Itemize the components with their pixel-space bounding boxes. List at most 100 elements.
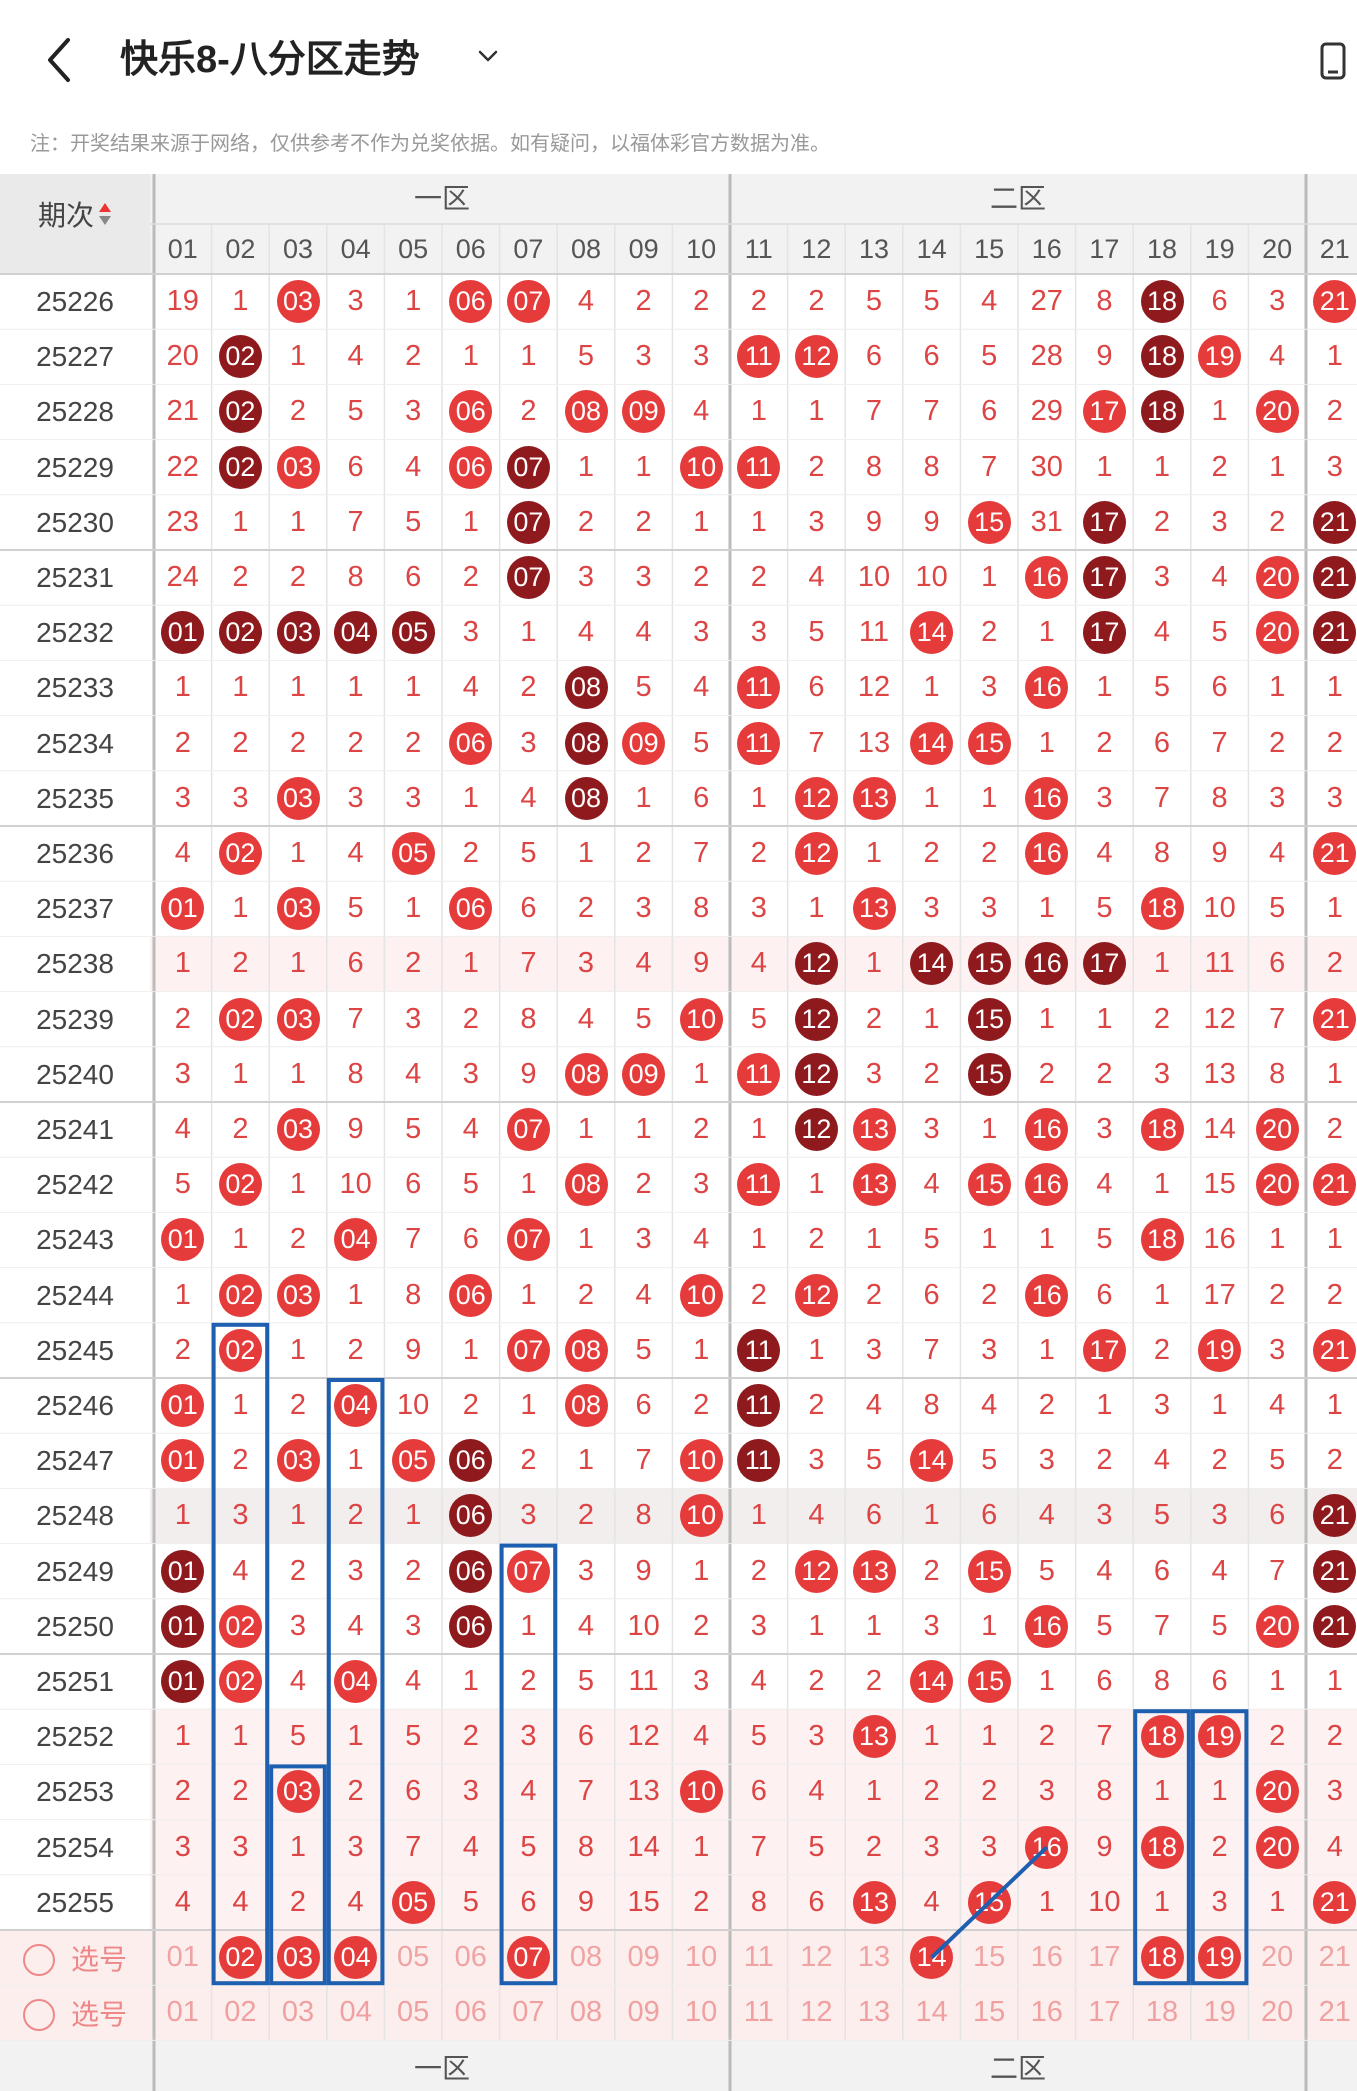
miss-count: 2 — [1038, 1389, 1055, 1421]
miss-count: 1 — [1326, 1389, 1343, 1421]
back-arrow-icon[interactable] — [40, 32, 80, 88]
miss-count: 3 — [462, 616, 479, 649]
miss-count: 4 — [693, 1720, 710, 1753]
miss-count: 12 — [627, 1720, 660, 1753]
pick-number-2[interactable]: 03 — [281, 1996, 315, 2029]
pick-number-2[interactable]: 10 — [685, 1996, 718, 2029]
pick-number-2[interactable]: 07 — [512, 1996, 545, 2029]
miss-count: 1 — [981, 781, 998, 814]
pick-number-2[interactable]: 08 — [569, 1996, 603, 2029]
miss-count: 4 — [405, 1057, 422, 1090]
miss-count: 10 — [339, 1168, 372, 1201]
sort-icon[interactable] — [98, 202, 112, 233]
miss-count: 5 — [520, 837, 537, 869]
pick-number-2[interactable]: 04 — [339, 1996, 372, 2029]
pick-number[interactable]: 15 — [973, 1941, 1006, 1973]
miss-count: 13 — [1203, 1057, 1236, 1090]
hit-ball: 01 — [161, 1604, 205, 1648]
chevron-down-icon[interactable] — [476, 44, 500, 68]
picked-ball[interactable]: 19 — [1198, 1936, 1242, 1979]
pick-number-2[interactable]: 11 — [743, 1996, 774, 2029]
miss-count: 1 — [462, 947, 479, 980]
miss-count: 3 — [808, 1444, 825, 1477]
miss-count: 6 — [405, 1168, 422, 1201]
hit-ball: 15 — [967, 1880, 1011, 1924]
miss-count: 5 — [289, 1720, 307, 1753]
hit-ball: 02 — [218, 1328, 262, 1372]
pick-number[interactable]: 08 — [569, 1941, 603, 1973]
pick-number[interactable]: 12 — [800, 1941, 833, 1973]
pick-number-2[interactable]: 09 — [627, 1996, 660, 2029]
miss-count: 7 — [923, 395, 940, 428]
picked-ball[interactable]: 07 — [506, 1936, 550, 1979]
pick-row-label[interactable]: 选号 — [0, 1930, 150, 1985]
pick-number-2[interactable]: 05 — [397, 1996, 430, 2029]
pick-number[interactable]: 09 — [627, 1941, 660, 1973]
device-icon[interactable] — [1318, 40, 1357, 84]
miss-count: 4 — [1038, 1499, 1055, 1532]
pick-number[interactable]: 10 — [685, 1941, 718, 1973]
miss-count: 2 — [635, 837, 652, 869]
hit-ball: 03 — [276, 1770, 320, 1814]
hit-ball: 03 — [276, 887, 320, 931]
pick-number-2[interactable]: 20 — [1261, 1996, 1294, 2029]
pick-number[interactable]: 20 — [1261, 1941, 1294, 1973]
miss-count: 17 — [1203, 1278, 1236, 1311]
miss-count: 2 — [981, 616, 998, 649]
pick-number-2[interactable]: 17 — [1088, 1996, 1121, 2029]
pick-number-2[interactable]: 18 — [1145, 1996, 1179, 2029]
radio-circle-icon[interactable] — [22, 1943, 55, 1976]
miss-count: 4 — [865, 1389, 883, 1421]
pick-number-2[interactable]: 15 — [973, 1996, 1006, 2029]
pick-number-2[interactable]: 02 — [224, 1996, 257, 2029]
pick-number-2[interactable]: 14 — [915, 1996, 948, 2029]
miss-count: 5 — [577, 340, 595, 373]
pick-number[interactable]: 01 — [166, 1941, 199, 1973]
period-cell: 25228 — [36, 396, 114, 428]
miss-count: 3 — [405, 781, 422, 814]
pick-number[interactable]: 06 — [454, 1941, 487, 1973]
period-header[interactable]: 期次 — [0, 174, 150, 274]
picked-ball[interactable]: 02 — [218, 1936, 262, 1979]
picked-ball[interactable]: 03 — [276, 1936, 320, 1979]
pick-row-label[interactable]: 选号 — [0, 1985, 150, 2040]
hit-ball: 03 — [276, 1108, 320, 1151]
miss-count: 5 — [923, 285, 940, 317]
hit-ball: 02 — [218, 832, 262, 875]
miss-count: 2 — [577, 892, 595, 925]
miss-count: 3 — [1326, 781, 1343, 814]
miss-count: 6 — [1269, 1499, 1286, 1532]
pick-number[interactable]: 17 — [1088, 1941, 1121, 1973]
period-cell: 25252 — [36, 1721, 114, 1753]
miss-count: 9 — [1096, 340, 1113, 373]
hit-ball: 07 — [506, 280, 550, 323]
hit-ball: 07 — [506, 556, 550, 599]
column-number: 02 — [225, 234, 256, 264]
pick-number-2[interactable]: 06 — [454, 1996, 487, 2029]
pick-number[interactable]: 11 — [743, 1941, 774, 1973]
pick-number-2[interactable]: 16 — [1030, 1996, 1063, 2029]
hit-ball: 04 — [334, 611, 378, 655]
pick-number[interactable]: 13 — [857, 1941, 891, 1973]
radio-circle-icon[interactable] — [22, 1998, 55, 2031]
hit-ball: 07 — [506, 1549, 550, 1593]
miss-count: 2 — [289, 1885, 307, 1918]
miss-count: 1 — [635, 1113, 652, 1145]
picked-ball[interactable]: 14 — [910, 1936, 954, 1979]
picked-ball[interactable]: 18 — [1140, 1936, 1184, 1979]
pick-number-2[interactable]: 12 — [800, 1996, 833, 2029]
miss-count: 12 — [857, 671, 891, 704]
picked-ball[interactable]: 04 — [334, 1936, 378, 1979]
miss-count: 8 — [635, 1499, 652, 1532]
pick-number[interactable]: 16 — [1030, 1941, 1063, 1973]
pick-number-2[interactable]: 21 — [1318, 1996, 1351, 2029]
pick-number-2[interactable]: 01 — [166, 1996, 199, 2029]
pick-number-2[interactable]: 19 — [1203, 1996, 1236, 2029]
hit-ball: 18 — [1140, 335, 1184, 379]
pick-number[interactable]: 21 — [1318, 1941, 1351, 1973]
period-cell: 25229 — [36, 451, 114, 483]
miss-count: 2 — [1153, 1333, 1171, 1366]
pick-number[interactable]: 05 — [397, 1941, 430, 1973]
miss-count: 1 — [405, 1499, 422, 1532]
pick-number-2[interactable]: 13 — [857, 1996, 891, 2029]
